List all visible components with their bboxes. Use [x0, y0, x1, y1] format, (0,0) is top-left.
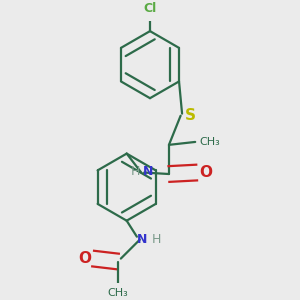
- Text: CH₃: CH₃: [107, 288, 128, 298]
- Text: H: H: [152, 233, 161, 246]
- Text: O: O: [78, 251, 91, 266]
- Text: N: N: [137, 233, 147, 246]
- Text: H: H: [130, 165, 140, 178]
- Text: S: S: [185, 108, 196, 123]
- Text: N: N: [143, 165, 153, 178]
- Text: O: O: [199, 165, 212, 180]
- Text: CH₃: CH₃: [200, 137, 220, 147]
- Text: Cl: Cl: [143, 2, 157, 15]
